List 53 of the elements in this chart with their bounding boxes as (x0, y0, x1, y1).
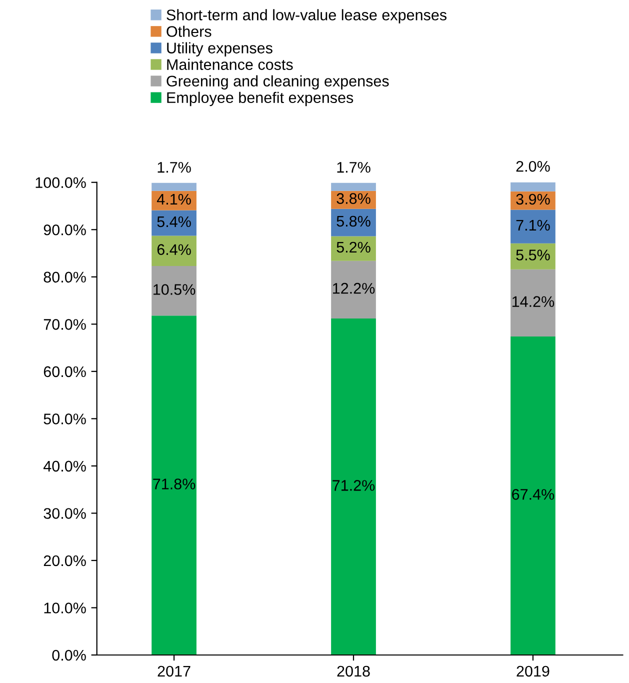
y-tick-label: 0.0% (52, 650, 86, 661)
bar (331, 236, 376, 261)
bar (510, 269, 556, 336)
x-tick-label: 2019 (516, 666, 550, 677)
bar (152, 316, 196, 655)
bar (510, 243, 556, 270)
x-tick-label: 2018 (337, 666, 370, 677)
y-tick-label: 40.0% (43, 460, 86, 472)
data-label: 2.0% (516, 160, 550, 172)
legend-label: Employee benefit expenses (167, 92, 354, 106)
bar (331, 318, 376, 655)
bar (510, 336, 556, 655)
bar (510, 182, 556, 192)
legend-label: Others (166, 26, 212, 37)
data-label: 1.7% (158, 162, 191, 173)
data-label: 71.2% (332, 480, 375, 491)
data-label: 6.4% (157, 244, 191, 255)
data-label: 67.4% (512, 489, 554, 500)
y-tick-label: 50.0% (44, 414, 86, 424)
data-label: 5.4% (157, 216, 191, 228)
y-tick-label: 70.0% (44, 319, 86, 330)
y-tick-label: 100.0% (36, 177, 86, 188)
legend-label: Short-term and low-value lease expenses (166, 9, 447, 24)
legend-label: Maintenance costs (167, 58, 293, 70)
data-label: 1.7% (337, 162, 370, 173)
y-tick-label: 20.0% (44, 555, 86, 566)
bar (331, 260, 376, 318)
data-label: 5.2% (336, 242, 370, 253)
y-tick-label: 90.0% (44, 224, 86, 236)
bar (152, 182, 196, 191)
data-label: 71.8% (153, 478, 196, 490)
y-tick-label: 30.0% (44, 508, 86, 519)
bar (152, 210, 196, 236)
x-tick-label: 2017 (158, 666, 190, 677)
y-tick-label: 60.0% (44, 366, 86, 378)
data-label: 12.2% (333, 282, 375, 294)
data-label: 7.1% (516, 220, 550, 231)
data-label: 3.8% (336, 193, 370, 204)
y-tick-label: 10.0% (44, 602, 86, 614)
bar (331, 182, 376, 191)
data-label: 10.5% (154, 284, 196, 295)
bar (152, 236, 196, 266)
y-tick-label: 80.0% (44, 272, 86, 283)
legend-label: Utility expenses (167, 42, 272, 56)
data-label: 5.8% (336, 216, 370, 227)
data-label: 5.5% (516, 250, 550, 260)
bar (510, 210, 556, 244)
bar (331, 208, 376, 236)
legend-label: Greening and cleaning expenses (166, 75, 389, 90)
data-label: 14.2% (512, 296, 554, 307)
bar (152, 266, 196, 316)
data-label: 3.9% (516, 194, 550, 205)
data-label: 4.1% (156, 194, 191, 205)
